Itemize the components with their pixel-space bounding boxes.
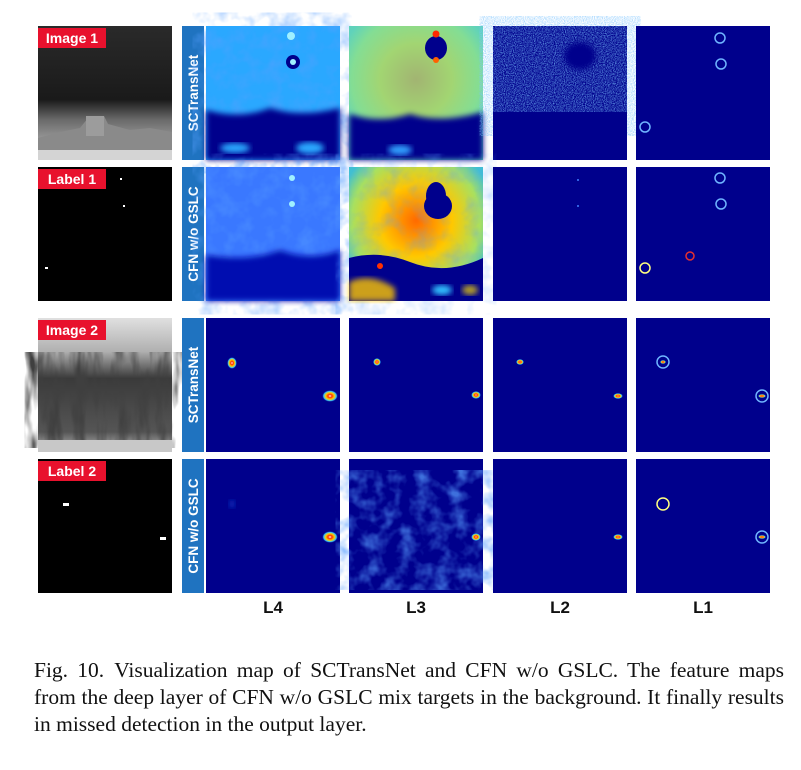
tag-label-1: Label 1	[38, 169, 106, 189]
map-row-2-L1	[636, 167, 770, 301]
tag-label-1-text: Label 1	[48, 171, 96, 187]
map-row-1-L4	[206, 26, 340, 160]
map-row-4-L1	[636, 459, 770, 593]
figure-caption: Fig. 10. Visualization map of SCTransNet …	[34, 657, 784, 738]
map-row-1-L2	[493, 26, 627, 160]
figure: Image 1 SCTransNet	[38, 26, 770, 617]
method-label-row-1-text: SCTransNet	[186, 54, 201, 131]
method-label-row-3: SCTransNet	[182, 318, 204, 452]
detection-circle	[715, 198, 727, 210]
tag-label-2: Label 2	[38, 461, 106, 481]
method-label-row-1: SCTransNet	[182, 26, 204, 160]
map-row-2-L4	[206, 167, 340, 301]
row-2: Label 1 CFN w/o GSLC	[38, 167, 770, 301]
tag-image-1: Image 1	[38, 28, 106, 48]
detection-circle	[715, 58, 727, 70]
map-row-2-L3	[349, 167, 483, 301]
map-row-4-L4	[206, 459, 340, 593]
method-label-row-4: CFN w/o GSLC	[182, 459, 204, 593]
map-row-1-L1	[636, 26, 770, 160]
column-label-L3: L3	[406, 598, 426, 617]
map-row-3-L2	[493, 318, 627, 452]
column-label-L4: L4	[263, 598, 283, 617]
label-image-1	[38, 167, 172, 301]
row-4: Label 2 CFN w/o GSLC	[38, 459, 770, 593]
column-labels: L4 L3 L2 L1	[263, 598, 713, 617]
map-row-1-L3	[349, 26, 483, 160]
method-label-row-4-text: CFN w/o GSLC	[186, 478, 201, 573]
caption-label: Fig. 10.	[34, 658, 105, 682]
column-label-L1: L1	[693, 598, 713, 617]
tag-image-2: Image 2	[38, 320, 106, 340]
map-row-3-L3	[349, 318, 483, 452]
tag-image-2-text: Image 2	[46, 322, 98, 338]
false-alarm-circle	[685, 251, 695, 261]
detection-circle	[714, 172, 726, 184]
detection-circle	[714, 32, 726, 44]
map-row-4-L2	[493, 459, 627, 593]
map-row-3-L1	[636, 318, 770, 452]
tag-label-2-text: Label 2	[48, 463, 96, 479]
tag-image-1-text: Image 1	[46, 30, 98, 46]
row-1: Image 1 SCTransNet	[38, 26, 770, 160]
input-image-2	[38, 318, 172, 452]
method-label-row-2: CFN w/o GSLC	[182, 167, 204, 301]
caption-text: Visualization map of SCTransNet and CFN …	[34, 658, 784, 736]
missed-detection-circle	[656, 497, 670, 511]
detection-circle	[656, 355, 670, 369]
map-row-2-L2	[493, 167, 627, 301]
method-label-row-2-text: CFN w/o GSLC	[186, 186, 201, 281]
missed-detection-circle	[639, 262, 651, 274]
map-row-3-L4	[206, 318, 340, 452]
detection-circle	[639, 121, 651, 133]
method-label-row-3-text: SCTransNet	[186, 346, 201, 423]
row-3: Image 2 SCTransNet	[38, 318, 770, 452]
label-image-2	[38, 459, 172, 593]
map-row-4-L3	[349, 459, 483, 593]
column-label-L2: L2	[550, 598, 570, 617]
input-image-1	[38, 26, 172, 160]
detection-circle	[755, 530, 769, 544]
detection-circle	[755, 389, 769, 403]
